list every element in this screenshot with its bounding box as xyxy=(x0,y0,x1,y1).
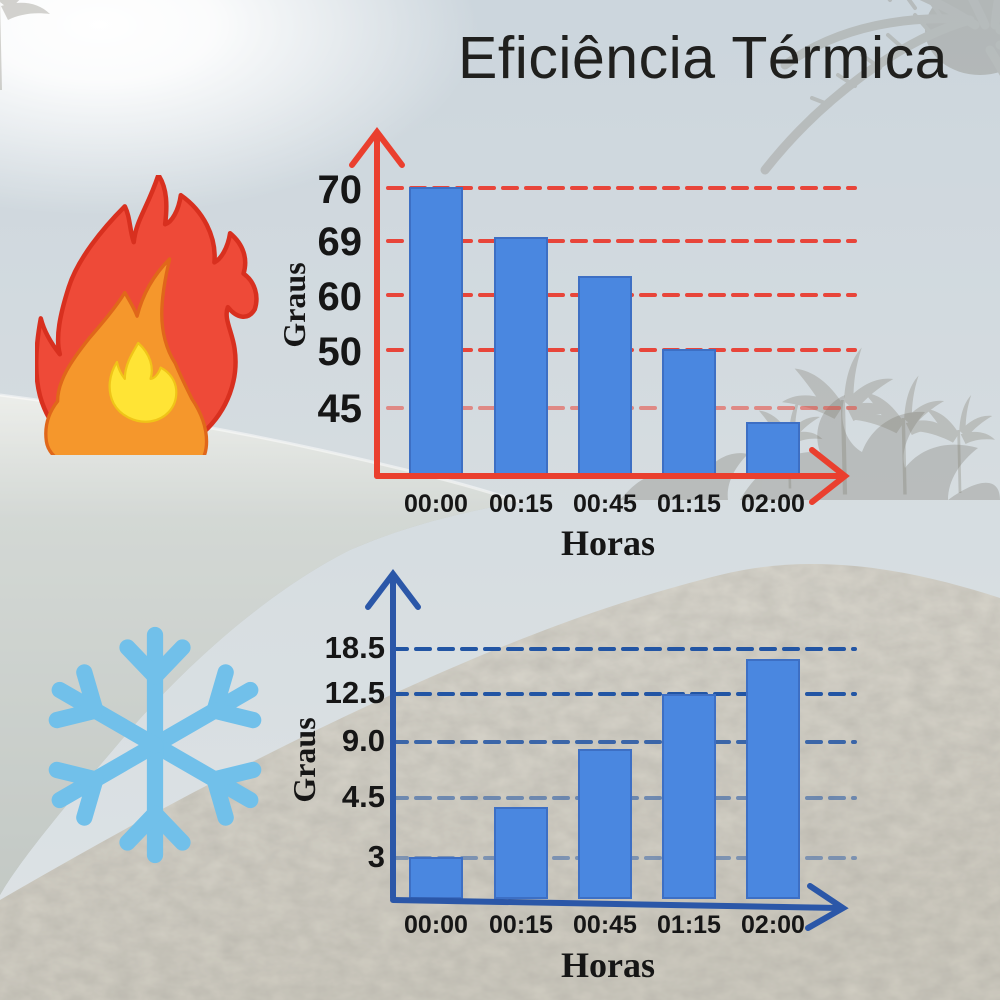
svg-text:00:45: 00:45 xyxy=(573,911,637,939)
svg-text:01:15: 01:15 xyxy=(657,911,721,939)
svg-text:Horas: Horas xyxy=(561,945,655,985)
svg-text:00:00: 00:00 xyxy=(404,911,468,939)
svg-text:9.0: 9.0 xyxy=(342,723,385,758)
svg-text:Graus: Graus xyxy=(286,717,322,802)
svg-text:02:00: 02:00 xyxy=(741,911,805,939)
svg-text:4.5: 4.5 xyxy=(342,779,385,814)
svg-text:12.5: 12.5 xyxy=(325,675,385,710)
svg-text:18.5: 18.5 xyxy=(325,630,385,665)
svg-text:00:15: 00:15 xyxy=(489,911,553,939)
svg-text:3: 3 xyxy=(368,839,385,874)
